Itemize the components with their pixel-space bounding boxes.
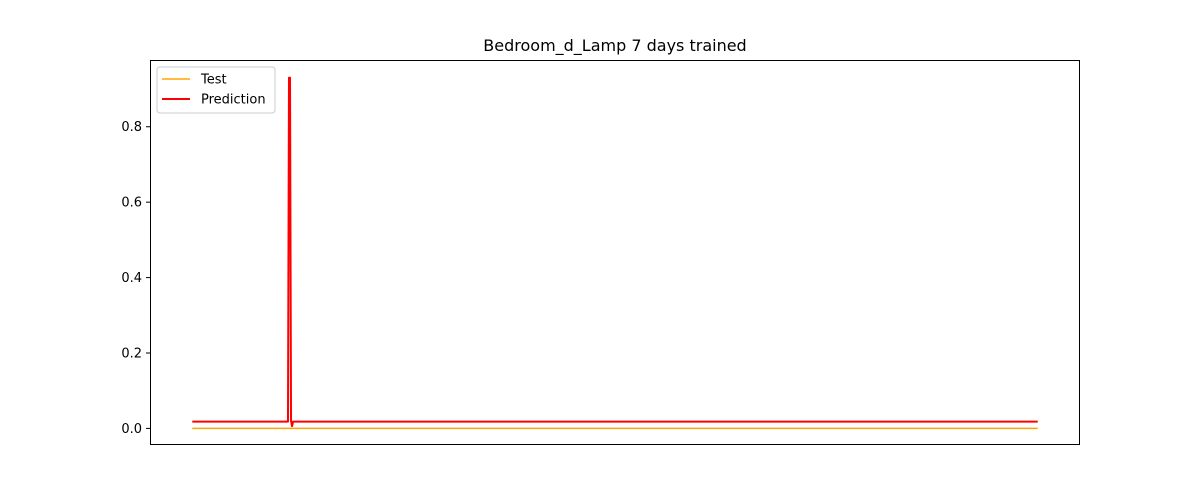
y-tick-label: 0.4 <box>121 271 142 286</box>
legend-label-prediction: Prediction <box>201 93 266 108</box>
series-line-prediction <box>192 76 1038 428</box>
y-tick-label: 0.0 <box>121 422 142 437</box>
series-layer <box>192 76 1038 430</box>
plot-frame <box>150 60 1080 445</box>
y-axis: 0.0 0.2 0.4 0.6 0.8 <box>121 120 150 437</box>
chart-title: Bedroom_d_Lamp 7 days trained <box>483 36 746 56</box>
y-tick-label: 0.8 <box>121 120 142 135</box>
y-tick-label: 0.2 <box>121 346 142 361</box>
legend: Test Prediction <box>156 66 276 114</box>
legend-label-test: Test <box>200 73 227 88</box>
y-tick-label: 0.6 <box>121 196 142 211</box>
